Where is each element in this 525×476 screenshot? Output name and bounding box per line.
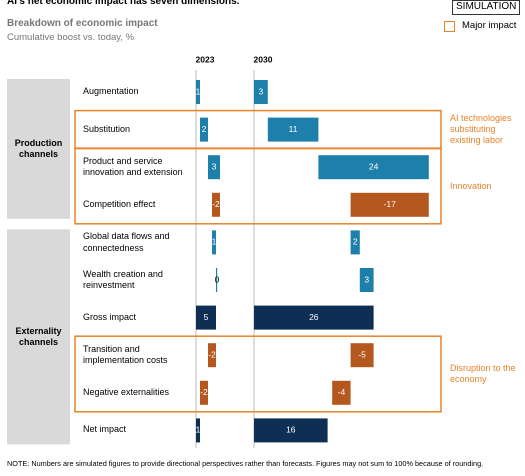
annotation-text: Disruption to the economy — [450, 362, 516, 384]
row-label: Substitution — [83, 123, 131, 134]
value-label: 3 — [212, 161, 217, 171]
bar — [254, 305, 374, 330]
value-label: 5 — [204, 312, 209, 322]
value-label: -17 — [384, 199, 397, 209]
bar — [196, 305, 216, 330]
annotation-text: AI technologies substituting existing la… — [450, 112, 512, 146]
badge: SIMULATION — [452, 0, 521, 15]
value-label: -5 — [358, 349, 366, 359]
value-label: 1 — [196, 86, 201, 96]
bar — [216, 268, 218, 292]
y-label: Cumulative boost vs. today, % — [7, 32, 135, 43]
row-label: Global data flows and connectedness — [83, 231, 170, 253]
value-label: -2 — [212, 199, 220, 209]
bar — [212, 192, 220, 217]
row-label: Net impact — [83, 424, 127, 435]
value-label: 2 — [353, 237, 358, 247]
value-label: 3 — [259, 86, 264, 96]
value-label: -2 — [208, 349, 216, 359]
bar — [200, 380, 208, 405]
value-label: -4 — [338, 387, 346, 397]
annotation-box — [74, 335, 442, 413]
annotation-text: Innovation — [450, 180, 492, 191]
value-label: 16 — [286, 425, 296, 435]
value-label: 2 — [202, 124, 207, 134]
value-label: 1 — [196, 425, 201, 435]
bar — [196, 80, 200, 104]
row-label: Wealth creation and reinvestment — [83, 269, 163, 291]
bar — [350, 192, 429, 217]
value-label: -2 — [200, 387, 208, 397]
group-label: Externality channels — [15, 325, 62, 348]
bar — [200, 117, 208, 142]
value-label: 24 — [369, 161, 379, 171]
column-header: 2023 — [196, 54, 215, 64]
row-label: Product and service innovation and exten… — [83, 156, 183, 178]
value-label: 3 — [364, 274, 369, 284]
column-header: 2030 — [254, 54, 273, 64]
row-label: Transition and implementation costs — [83, 344, 168, 366]
legend-swatch — [444, 21, 455, 32]
chart-title: AI's net economic impact has seven dimen… — [7, 0, 240, 7]
bar — [350, 230, 360, 255]
group-label: Production channels — [14, 137, 63, 160]
bar — [208, 343, 216, 368]
annotation-box — [74, 147, 442, 225]
note: NOTE: Numbers are simulated figures to p… — [7, 459, 484, 468]
row-label: Competition effect — [83, 198, 156, 209]
bar — [332, 380, 351, 405]
row-label: Augmentation — [83, 86, 139, 96]
row-label: Negative externalities — [83, 386, 170, 397]
bar — [350, 343, 374, 368]
bar — [254, 80, 268, 104]
row-label: Gross impact — [83, 311, 137, 322]
bar — [359, 268, 374, 292]
value-label: 11 — [289, 124, 298, 134]
value-label: 0 — [215, 274, 220, 284]
group-panel — [7, 229, 70, 445]
bar — [212, 230, 216, 255]
group-panel — [7, 79, 70, 219]
bar — [196, 418, 200, 443]
legend-label: Major impact — [462, 20, 517, 31]
bar — [208, 155, 220, 180]
value-label: 26 — [309, 312, 319, 322]
bar — [318, 155, 429, 180]
bar — [267, 117, 319, 142]
bar — [254, 418, 328, 443]
value-label: 1 — [212, 237, 217, 247]
subtitle: Breakdown of economic impact — [7, 18, 158, 29]
